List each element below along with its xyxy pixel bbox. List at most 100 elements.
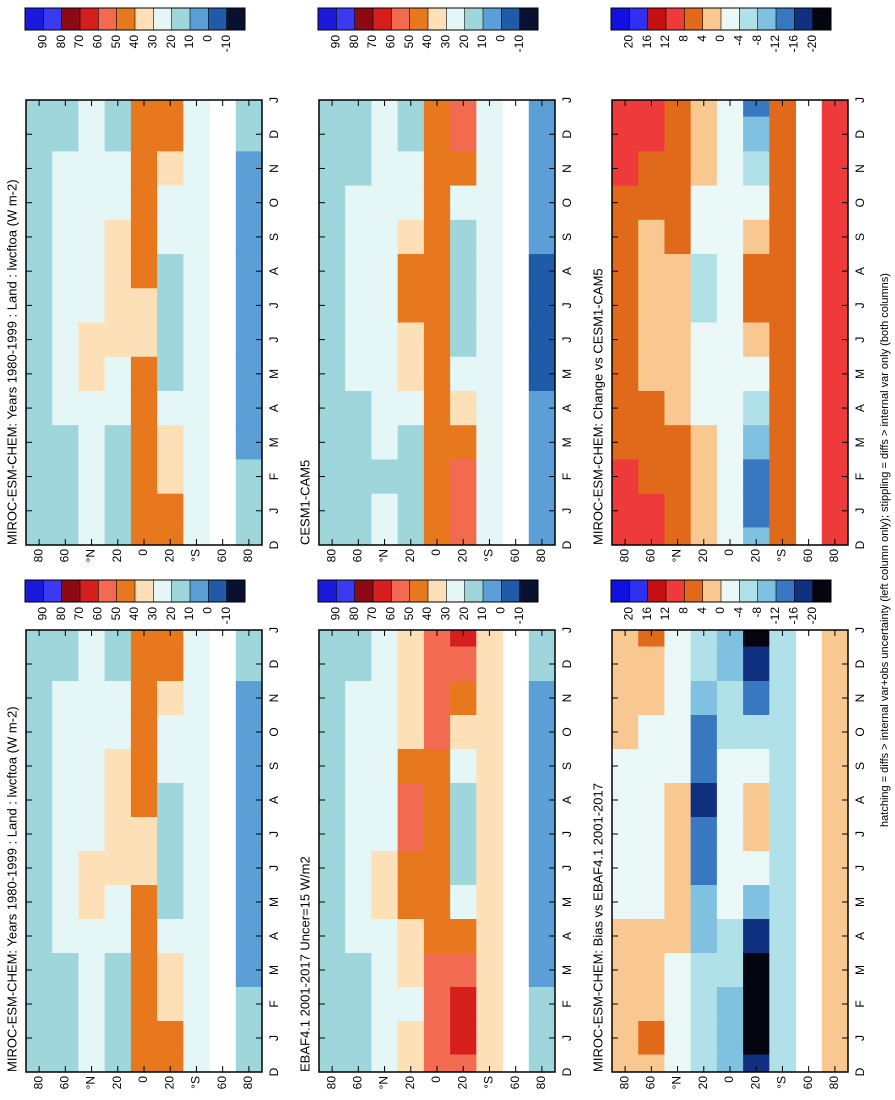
month-label: J (560, 508, 574, 514)
cell (183, 918, 211, 953)
cell (528, 748, 556, 783)
cell (397, 424, 425, 460)
colorbar-label: -10 (512, 35, 526, 53)
cell (319, 356, 346, 391)
cell (450, 99, 477, 118)
cell (104, 493, 132, 528)
cell (690, 390, 718, 426)
panel-title: CESM1-CAM5 (297, 460, 312, 545)
panel-title: MIROC-ESM-CHEM: Change vs CESM1-CAM5 (590, 268, 605, 545)
colorbar-swatch (647, 8, 667, 30)
cell (26, 748, 53, 783)
cell (397, 322, 425, 357)
cell (104, 646, 132, 681)
cell (638, 150, 665, 186)
cell (690, 1054, 718, 1072)
cell (104, 116, 132, 152)
month-label: O (560, 198, 574, 207)
cell (157, 356, 184, 391)
month-label: A (267, 404, 281, 412)
colorbar-swatch (373, 580, 392, 602)
cell (821, 356, 849, 391)
cell (345, 493, 372, 528)
colorbar-label: 0 (201, 35, 215, 42)
cell (450, 458, 477, 494)
cell (690, 185, 718, 220)
cell (371, 748, 399, 783)
colorbar-label: 90 (36, 35, 50, 49)
lat-label: °S (482, 1076, 496, 1089)
month-label: A (853, 404, 867, 412)
cell (476, 253, 504, 289)
cell (345, 918, 372, 953)
cell (690, 630, 718, 647)
lat-label: 0 (722, 549, 736, 556)
month-label: D (853, 130, 867, 139)
cell (716, 714, 744, 749)
cell (235, 219, 263, 255)
cell (235, 952, 263, 987)
cell (769, 850, 797, 885)
colorbar-swatch (208, 580, 227, 602)
cell (638, 390, 665, 426)
cell (450, 493, 477, 528)
cell (235, 99, 263, 118)
cell (319, 884, 346, 919)
cell (78, 918, 106, 953)
month-label: J (853, 97, 867, 103)
colorbar-label: -8 (750, 35, 764, 46)
colorbar-swatch (226, 580, 246, 602)
cell (476, 630, 504, 647)
colorbar-label: 10 (475, 35, 489, 49)
colorbar-swatch (776, 580, 795, 602)
month-label: S (853, 233, 867, 241)
cell (638, 680, 665, 715)
cell (78, 1054, 106, 1072)
cell (450, 253, 477, 289)
month-label: M (267, 897, 281, 907)
cell (769, 287, 797, 323)
colorbar-swatch (318, 8, 337, 30)
cell (743, 952, 770, 987)
cell (769, 424, 797, 460)
cell (104, 185, 132, 220)
colorbar-swatch (739, 8, 758, 30)
colorbar-label: 12 (658, 607, 672, 621)
cell (664, 185, 692, 220)
cell (130, 458, 158, 494)
colorbar-swatch (739, 580, 758, 602)
month-label: S (267, 233, 281, 241)
cell (26, 850, 53, 885)
cell (78, 185, 106, 220)
cell (345, 99, 372, 118)
colorbar-label: 16 (640, 35, 654, 49)
cell (157, 1020, 184, 1055)
cell (52, 527, 79, 545)
lat-label: 60 (508, 1076, 522, 1090)
cell (423, 1054, 451, 1072)
cell (528, 322, 556, 357)
cell (638, 630, 665, 647)
cell (821, 714, 849, 749)
cell (52, 952, 79, 987)
cell (716, 850, 744, 885)
cell (345, 1020, 372, 1055)
lat-label: 60 (351, 549, 365, 563)
cell (476, 287, 504, 323)
cell (528, 150, 556, 186)
colorbar-label: 0 (713, 607, 727, 614)
cell (528, 782, 556, 817)
month-label: J (267, 1035, 281, 1041)
cell (743, 748, 770, 783)
cell (423, 99, 451, 118)
cell (450, 714, 477, 749)
cell (476, 918, 504, 953)
colorbar-label: -8 (750, 607, 764, 618)
cell (78, 850, 106, 885)
cell (450, 1020, 477, 1055)
cell (612, 782, 639, 817)
cell (743, 322, 770, 357)
colorbar-label: 80 (347, 35, 361, 49)
cell (664, 219, 692, 255)
cell (130, 356, 158, 391)
